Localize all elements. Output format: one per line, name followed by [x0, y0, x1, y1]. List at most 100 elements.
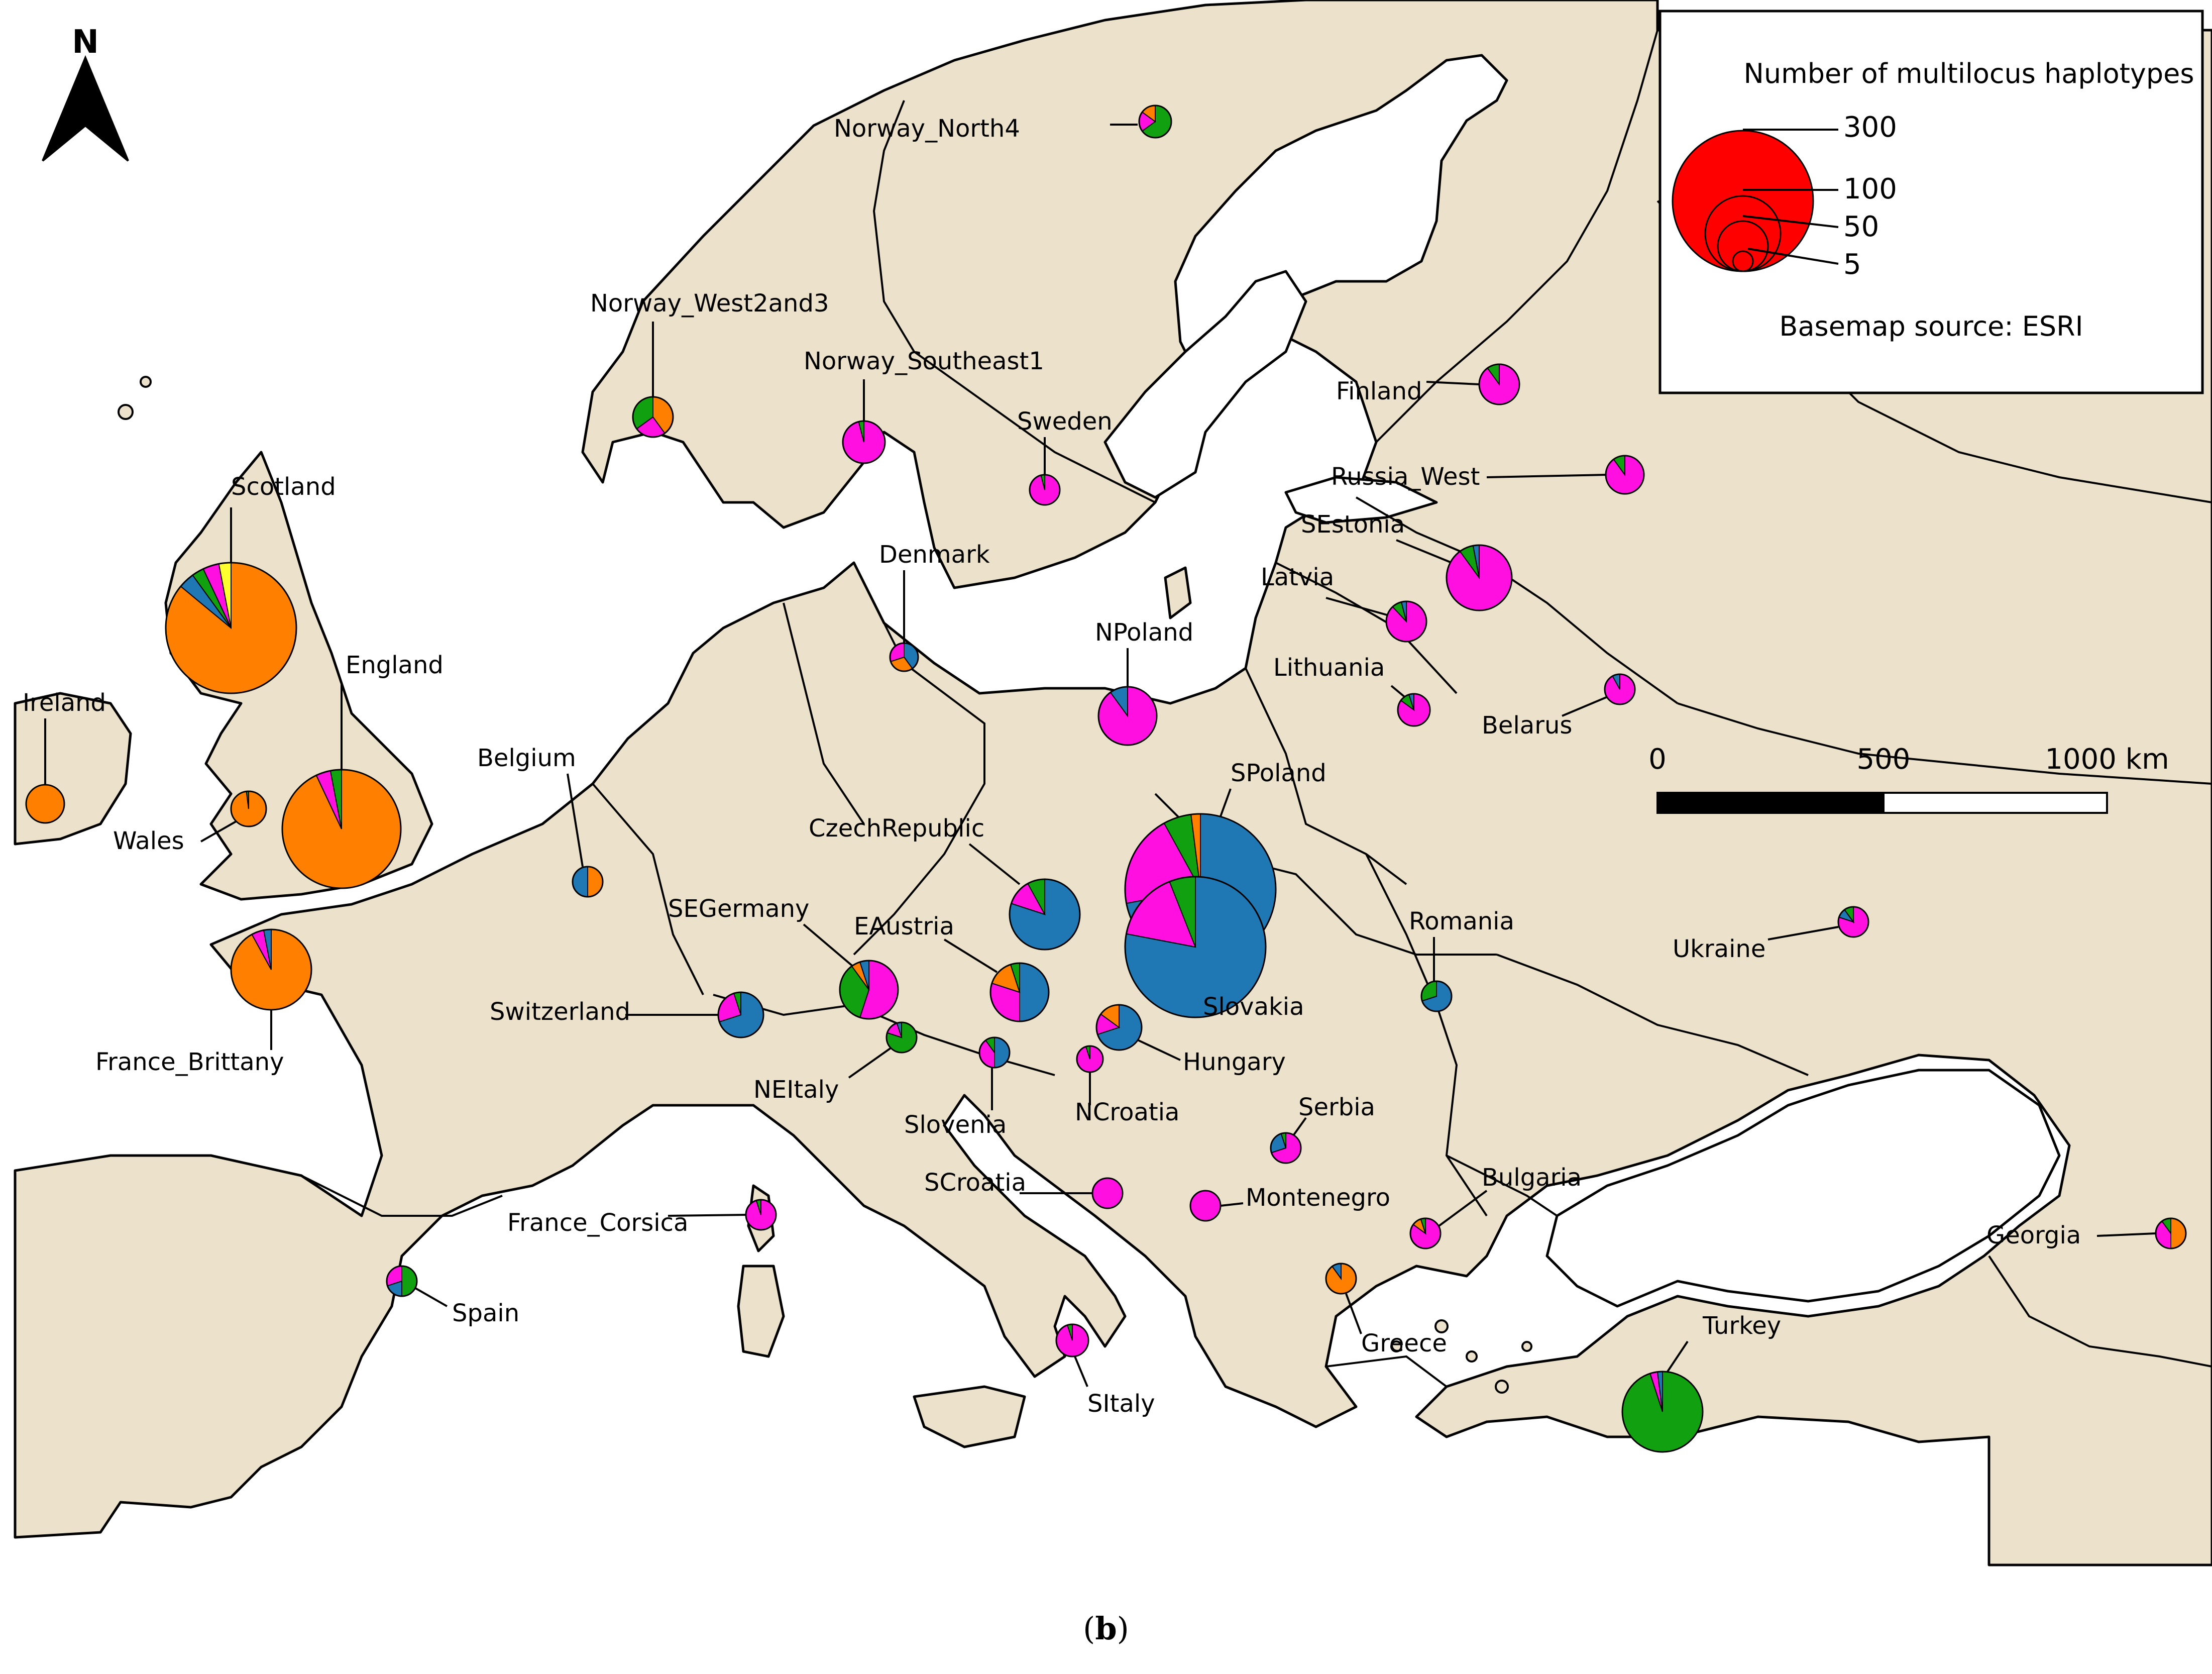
- legend: Number of multilocus haplotypes 300 100 …: [1658, 10, 2204, 394]
- population-label: Norway_Southeast1: [804, 347, 1044, 375]
- population-label: Montenegro: [1246, 1184, 1390, 1212]
- border-line: [1988, 1255, 2212, 1368]
- population-label: France_Brittany: [95, 1048, 284, 1076]
- pie-czechrepublic: [1009, 878, 1081, 951]
- population-label: Turkey: [1702, 1312, 1781, 1340]
- population-label: Slovenia: [904, 1111, 1007, 1139]
- pie-outline: [25, 784, 65, 824]
- scale-bar: 0 500 1000 km: [1648, 743, 2169, 814]
- pie-outline: [1409, 1217, 1442, 1249]
- population-label: Greece: [1361, 1329, 1447, 1357]
- population-label: Switzerland: [490, 998, 630, 1026]
- pie-outline: [1270, 1132, 1302, 1164]
- population-label: Hungary: [1183, 1048, 1286, 1076]
- legend-title: Number of multilocus haplotypes: [1744, 58, 2194, 89]
- legend-source: Basemap source: ESRI: [1779, 310, 2083, 342]
- pie-outline: [632, 396, 674, 438]
- pie-outline: [230, 790, 267, 827]
- pie-ncroatia: [1076, 1045, 1104, 1073]
- pie-outline: [1138, 104, 1172, 139]
- population-label: Finland: [1336, 377, 1422, 405]
- leader-line: [1438, 1190, 1488, 1227]
- leader-line: [1486, 474, 1607, 478]
- border-line: [783, 602, 865, 825]
- population-pies: [25, 104, 2187, 1453]
- population-label: EAustria: [854, 912, 954, 940]
- pie-sweden: [1029, 474, 1061, 506]
- sardinia-landmass: [737, 1265, 785, 1358]
- pie-outline: [386, 1265, 418, 1297]
- leader-line: [567, 773, 584, 867]
- population-label: NEItaly: [753, 1076, 839, 1104]
- population-label: Romania: [1409, 907, 1514, 935]
- border-line: [1446, 1155, 1558, 1217]
- pie-sestonia: [1446, 544, 1513, 611]
- population-label: Spain: [452, 1299, 519, 1327]
- population-label: Belarus: [1482, 711, 1572, 740]
- population-label: Russia_West: [1331, 463, 1480, 491]
- pie-belgium: [572, 866, 604, 898]
- border-line: [1677, 702, 2212, 785]
- pie-belarus: [1604, 673, 1636, 705]
- pie-lithuania: [1397, 693, 1431, 727]
- pie-outline: [1076, 1045, 1104, 1073]
- pie-ukraine: [1837, 906, 1869, 938]
- legend-size-300: 300: [1843, 111, 1897, 144]
- pie-outline: [1189, 1190, 1222, 1222]
- pie-turkey: [1621, 1371, 1704, 1453]
- leader-line: [1396, 539, 1452, 564]
- population-label: France_Corsica: [507, 1209, 688, 1237]
- pie-scotland: [165, 562, 297, 694]
- pie-outline: [1420, 980, 1453, 1012]
- pie-outline: [1097, 686, 1158, 746]
- pie-neitaly: [886, 1021, 918, 1054]
- border-line: [1275, 562, 1458, 694]
- scale-bar-segment-black: [1656, 792, 1885, 814]
- island: [118, 404, 134, 420]
- leader-line: [411, 1285, 448, 1307]
- border-line: [1365, 854, 1488, 1217]
- pie-norway-west2and3: [632, 396, 674, 438]
- population-labels: Norway_North4 Norway_West2and3 Norway_Sout…: [23, 115, 2081, 1418]
- population-label: Ukraine: [1673, 935, 1765, 963]
- pie-outline: [1029, 474, 1061, 506]
- population-label: Norway_North4: [834, 115, 1020, 143]
- population-label: SCroatia: [924, 1169, 1026, 1197]
- leader-line: [1220, 1202, 1244, 1207]
- island: [1434, 1319, 1449, 1333]
- pie-slovakia: [1124, 876, 1267, 1018]
- leader-line: [1220, 788, 1232, 817]
- pie-npoland: [1097, 686, 1158, 746]
- population-label: Bulgaria: [1482, 1164, 1582, 1192]
- pie-outline: [889, 642, 919, 672]
- pie-outline: [1095, 1004, 1143, 1051]
- pie-montenegro: [1189, 1190, 1222, 1222]
- population-label: Norway_West2and3: [590, 289, 829, 318]
- leader-line: [968, 843, 1021, 885]
- border-line: [301, 1175, 503, 1217]
- pie-bulgaria: [1409, 1217, 1442, 1249]
- population-label: Georgia: [1986, 1221, 2081, 1249]
- population-label: Scotland: [231, 473, 336, 501]
- leader-line: [200, 820, 237, 843]
- pie-greece: [1325, 1263, 1357, 1295]
- scale-label-500: 500: [1857, 743, 1911, 776]
- pie-switzerland: [717, 991, 764, 1038]
- island: [1521, 1341, 1532, 1352]
- figure-caption: (b): [1083, 1610, 1129, 1647]
- leader-line: [943, 938, 998, 973]
- border-line: [1325, 1355, 1448, 1388]
- pie-outline: [1091, 1177, 1124, 1209]
- pie-hungary: [1095, 1004, 1143, 1051]
- pie-spain: [386, 1265, 418, 1297]
- pie-serbia: [1270, 1132, 1302, 1164]
- pie-outline: [1837, 906, 1869, 938]
- island: [1390, 1340, 1402, 1352]
- pie-scroatia: [1091, 1177, 1124, 1209]
- population-label: Lithuania: [1273, 654, 1385, 682]
- pie-denmark: [889, 642, 919, 672]
- minor-islands: [118, 376, 1532, 1394]
- pie-outline: [572, 866, 604, 898]
- pie-outline: [1009, 878, 1081, 951]
